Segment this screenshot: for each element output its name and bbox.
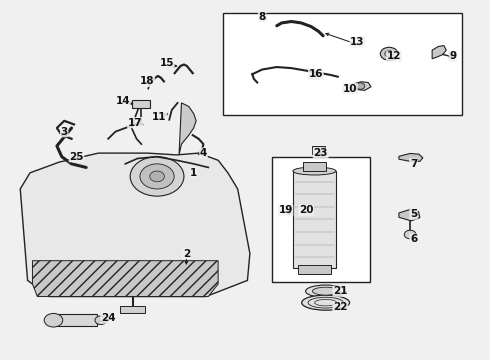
Text: 9: 9 <box>449 51 456 61</box>
Polygon shape <box>20 153 250 297</box>
Circle shape <box>385 50 393 57</box>
Bar <box>313 145 325 154</box>
Text: 16: 16 <box>309 69 323 79</box>
Circle shape <box>130 157 184 196</box>
Text: 19: 19 <box>278 206 293 216</box>
Bar <box>132 100 150 108</box>
Bar <box>298 265 331 274</box>
Bar <box>223 13 463 116</box>
Polygon shape <box>432 45 446 59</box>
Text: 8: 8 <box>259 12 266 22</box>
Text: 2: 2 <box>183 248 190 258</box>
Text: 7: 7 <box>410 159 417 169</box>
Polygon shape <box>350 82 371 90</box>
Text: 5: 5 <box>410 209 417 219</box>
Text: 14: 14 <box>116 96 130 106</box>
Circle shape <box>140 164 174 189</box>
Circle shape <box>95 316 107 324</box>
Bar <box>272 157 369 282</box>
Text: 13: 13 <box>350 37 365 47</box>
Circle shape <box>380 47 398 60</box>
Polygon shape <box>399 153 423 161</box>
Bar <box>303 162 326 171</box>
Text: 6: 6 <box>410 234 417 244</box>
Ellipse shape <box>313 287 339 295</box>
Polygon shape <box>179 103 196 155</box>
Bar <box>57 315 97 326</box>
Text: 21: 21 <box>333 286 347 296</box>
Text: 17: 17 <box>128 118 143 128</box>
Ellipse shape <box>302 295 349 310</box>
Text: 3: 3 <box>61 127 68 136</box>
Text: 25: 25 <box>69 152 84 162</box>
Text: 10: 10 <box>343 84 357 94</box>
Text: 15: 15 <box>160 58 174 68</box>
Text: 4: 4 <box>200 148 207 158</box>
Bar <box>121 306 145 313</box>
Text: 20: 20 <box>299 206 313 216</box>
Bar <box>293 171 336 268</box>
Circle shape <box>44 314 63 327</box>
Ellipse shape <box>293 167 336 175</box>
Text: 12: 12 <box>387 51 401 61</box>
Circle shape <box>356 83 365 89</box>
Polygon shape <box>399 210 420 221</box>
Circle shape <box>404 230 416 239</box>
Text: 11: 11 <box>152 112 167 122</box>
Text: 18: 18 <box>140 76 154 86</box>
Ellipse shape <box>306 285 345 297</box>
Circle shape <box>150 171 164 182</box>
Polygon shape <box>32 261 218 297</box>
Text: 22: 22 <box>333 302 347 312</box>
Text: 24: 24 <box>101 313 116 323</box>
Text: 23: 23 <box>314 148 328 158</box>
Text: 1: 1 <box>190 168 197 178</box>
